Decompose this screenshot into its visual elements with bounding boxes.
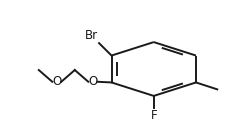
Text: Br: Br	[85, 29, 98, 43]
Text: O: O	[88, 75, 98, 88]
Text: O: O	[52, 75, 62, 88]
Text: F: F	[150, 109, 157, 122]
